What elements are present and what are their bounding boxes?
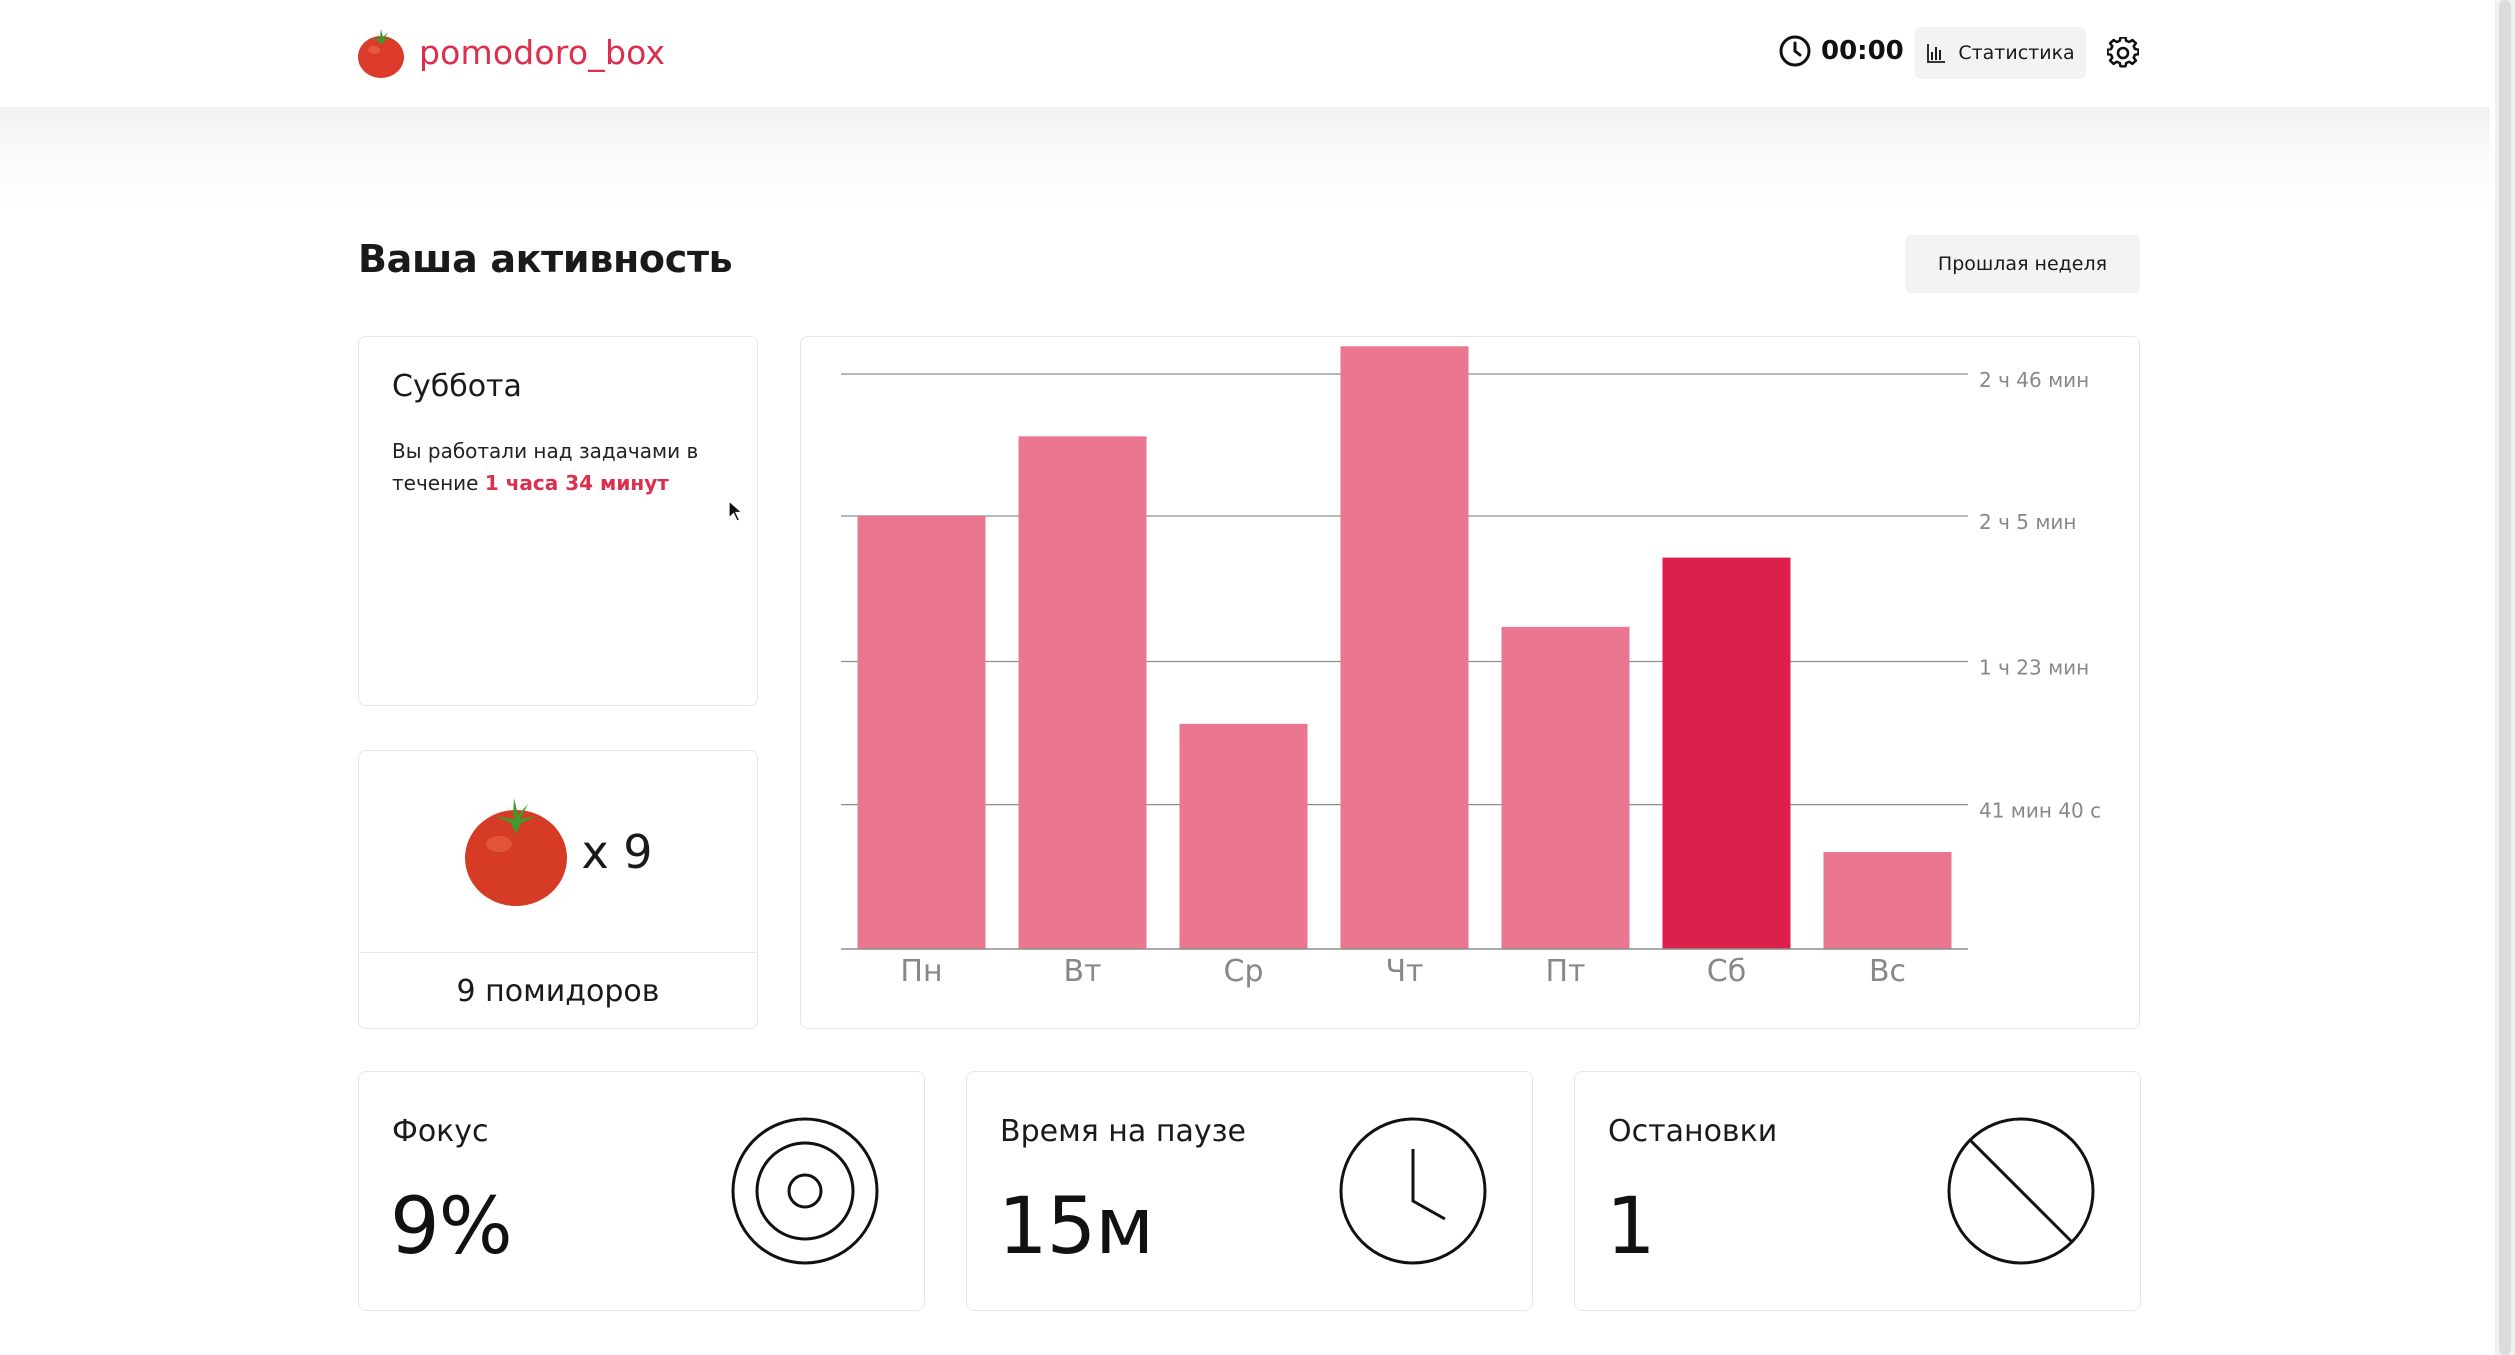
focus-title: Фокус xyxy=(392,1114,489,1149)
day-summary-card: Суббота Вы работали над задачами в течен… xyxy=(358,336,758,706)
bar-chart-icon xyxy=(1927,44,1946,63)
stops-card: Остановки 1 xyxy=(1574,1071,2141,1311)
chart-y-tick-label: 41 мин 40 с xyxy=(1979,799,2101,823)
chart-y-tick-label: 2 ч 46 мин xyxy=(1979,368,2089,392)
mouse-cursor-icon xyxy=(728,500,744,522)
chart-y-tick-label: 1 ч 23 мин xyxy=(1979,656,2089,680)
chart-bar[interactable] xyxy=(857,516,986,949)
chart-x-tick-label: Чт xyxy=(1385,954,1423,989)
header: pomodoro_box 00:00 Статистика xyxy=(0,0,2490,107)
chart-x-tick-label: Ср xyxy=(1224,954,1264,989)
day-title: Суббота xyxy=(392,369,522,404)
chart-y-tick-label: 2 ч 5 мин xyxy=(1979,510,2077,534)
statistics-button[interactable]: Статистика xyxy=(1915,27,2086,79)
page-title: Ваша активность xyxy=(358,237,733,281)
period-select-button[interactable]: Прошлая неделя xyxy=(1905,235,2140,293)
logo-text: pomodoro_box xyxy=(419,32,666,72)
tomato-icon xyxy=(465,797,568,906)
clock-icon xyxy=(1339,1117,1487,1265)
pomodoro-card: x 9 9 помидоров xyxy=(358,750,758,1029)
day-duration: 1 часа 34 минут xyxy=(484,471,669,495)
timer: 00:00 xyxy=(1778,34,1904,68)
chart-bar[interactable] xyxy=(1340,346,1469,949)
chart-x-tick-label: Пт xyxy=(1545,954,1585,989)
chart-x-tick-label: Сб xyxy=(1707,954,1746,989)
chart-bar[interactable] xyxy=(1501,626,1630,949)
clock-icon xyxy=(1779,35,1811,67)
chart-bar[interactable] xyxy=(1179,723,1308,949)
timer-value: 00:00 xyxy=(1821,36,1904,66)
pause-card: Время на паузе 15м xyxy=(966,1071,1533,1311)
day-description-text: Вы работали над задачами в течение xyxy=(392,439,699,495)
chart-bar[interactable] xyxy=(1662,557,1791,949)
scrollbar-thumb[interactable] xyxy=(2499,0,2511,1355)
pomodoro-label: 9 помидоров xyxy=(359,952,757,1028)
weekly-chart-card: 41 мин 40 с 1 ч 23 мин 2 ч 5 мин 2 ч 46 мин… xyxy=(800,336,2140,1029)
day-description: Вы работали над задачами в течение 1 час… xyxy=(392,435,722,499)
logo[interactable]: pomodoro_box xyxy=(357,26,665,78)
focus-value: 9% xyxy=(390,1182,513,1272)
header-shadow xyxy=(0,107,2490,207)
tomato-logo-icon xyxy=(358,29,404,78)
chart-x-tick-label: Пн xyxy=(900,954,942,989)
pomodoro-count-area: x 9 xyxy=(359,751,757,952)
focus-card: Фокус 9% xyxy=(358,1071,925,1311)
chart-bar[interactable] xyxy=(1823,852,1952,949)
statistics-button-label: Статистика xyxy=(1958,42,2075,64)
chart-bar[interactable] xyxy=(1018,436,1147,950)
pause-title: Время на паузе xyxy=(1000,1114,1246,1149)
stops-title: Остановки xyxy=(1608,1114,1778,1149)
weekly-bar-chart: 41 мин 40 с 1 ч 23 мин 2 ч 5 мин 2 ч 46 мин… xyxy=(841,346,2101,989)
pomodoro-count: x 9 xyxy=(581,824,653,879)
chart-x-tick-label: Вт xyxy=(1063,954,1101,989)
chart-x-tick-label: Вс xyxy=(1869,954,1906,989)
stops-value: 1 xyxy=(1606,1182,1656,1272)
pause-value: 15м xyxy=(998,1182,1154,1272)
stop-icon xyxy=(1947,1117,2095,1265)
target-icon xyxy=(731,1117,879,1265)
gear-icon[interactable] xyxy=(2107,37,2139,69)
